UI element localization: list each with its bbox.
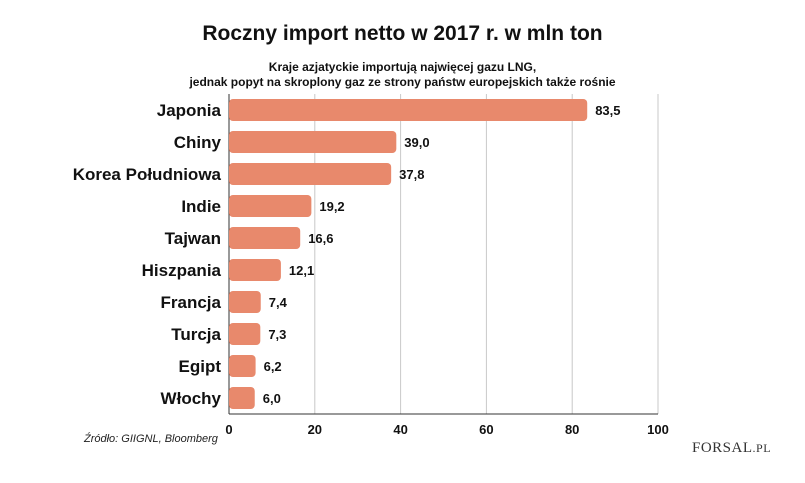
value-label-7: 7,3 xyxy=(268,327,286,342)
value-label-8: 6,2 xyxy=(264,359,282,374)
value-label-2: 37,8 xyxy=(399,167,424,182)
value-label-5: 12,1 xyxy=(289,263,314,278)
category-label-3: Indie xyxy=(181,197,221,216)
x-tick-label-3: 60 xyxy=(479,422,493,437)
chart-title: Roczny import netto w 2017 r. w mln ton xyxy=(202,22,603,45)
value-label-0: 83,5 xyxy=(595,103,620,118)
bar-9 xyxy=(229,387,255,409)
value-label-3: 19,2 xyxy=(319,199,344,214)
value-label-9: 6,0 xyxy=(263,391,281,406)
bar-6 xyxy=(229,291,261,313)
logo-main: FORSAL xyxy=(692,440,753,456)
category-label-2: Korea Południowa xyxy=(73,165,222,184)
category-label-8: Egipt xyxy=(179,357,222,376)
category-label-1: Chiny xyxy=(174,133,222,152)
category-label-0: Japonia xyxy=(157,101,222,120)
chart-subtitle-line-2: jednak popyt na skroplony gaz ze strony … xyxy=(189,75,616,89)
bar-3 xyxy=(229,195,312,217)
category-label-4: Tajwan xyxy=(165,229,221,248)
x-tick-label-5: 100 xyxy=(647,422,669,437)
value-label-4: 16,6 xyxy=(308,231,333,246)
x-tick-label-0: 0 xyxy=(225,422,232,437)
x-tick-label-1: 20 xyxy=(308,422,322,437)
bar-8 xyxy=(229,355,256,377)
source-note: Źródło: GIIGNL, Bloomberg xyxy=(84,433,218,445)
bar-0 xyxy=(229,99,588,121)
bar-7 xyxy=(229,323,261,345)
bar-4 xyxy=(229,227,301,249)
x-tick-label-2: 40 xyxy=(393,422,407,437)
bar-2 xyxy=(229,163,392,185)
value-label-1: 39,0 xyxy=(404,135,429,150)
chart-subtitle-line-1: Kraje azjatyckie importują najwięcej gaz… xyxy=(268,60,537,74)
category-label-7: Turcja xyxy=(171,325,221,344)
category-label-9: Włochy xyxy=(161,389,222,408)
bar-1 xyxy=(229,131,397,153)
x-tick-label-4: 80 xyxy=(565,422,579,437)
category-label-5: Hiszpania xyxy=(142,261,222,280)
logo-suffix: .PL xyxy=(752,441,772,455)
category-label-6: Francja xyxy=(161,293,222,312)
forsal-logo: FORSAL.PL xyxy=(692,440,771,457)
bar-5 xyxy=(229,259,281,281)
value-label-6: 7,4 xyxy=(269,295,288,310)
